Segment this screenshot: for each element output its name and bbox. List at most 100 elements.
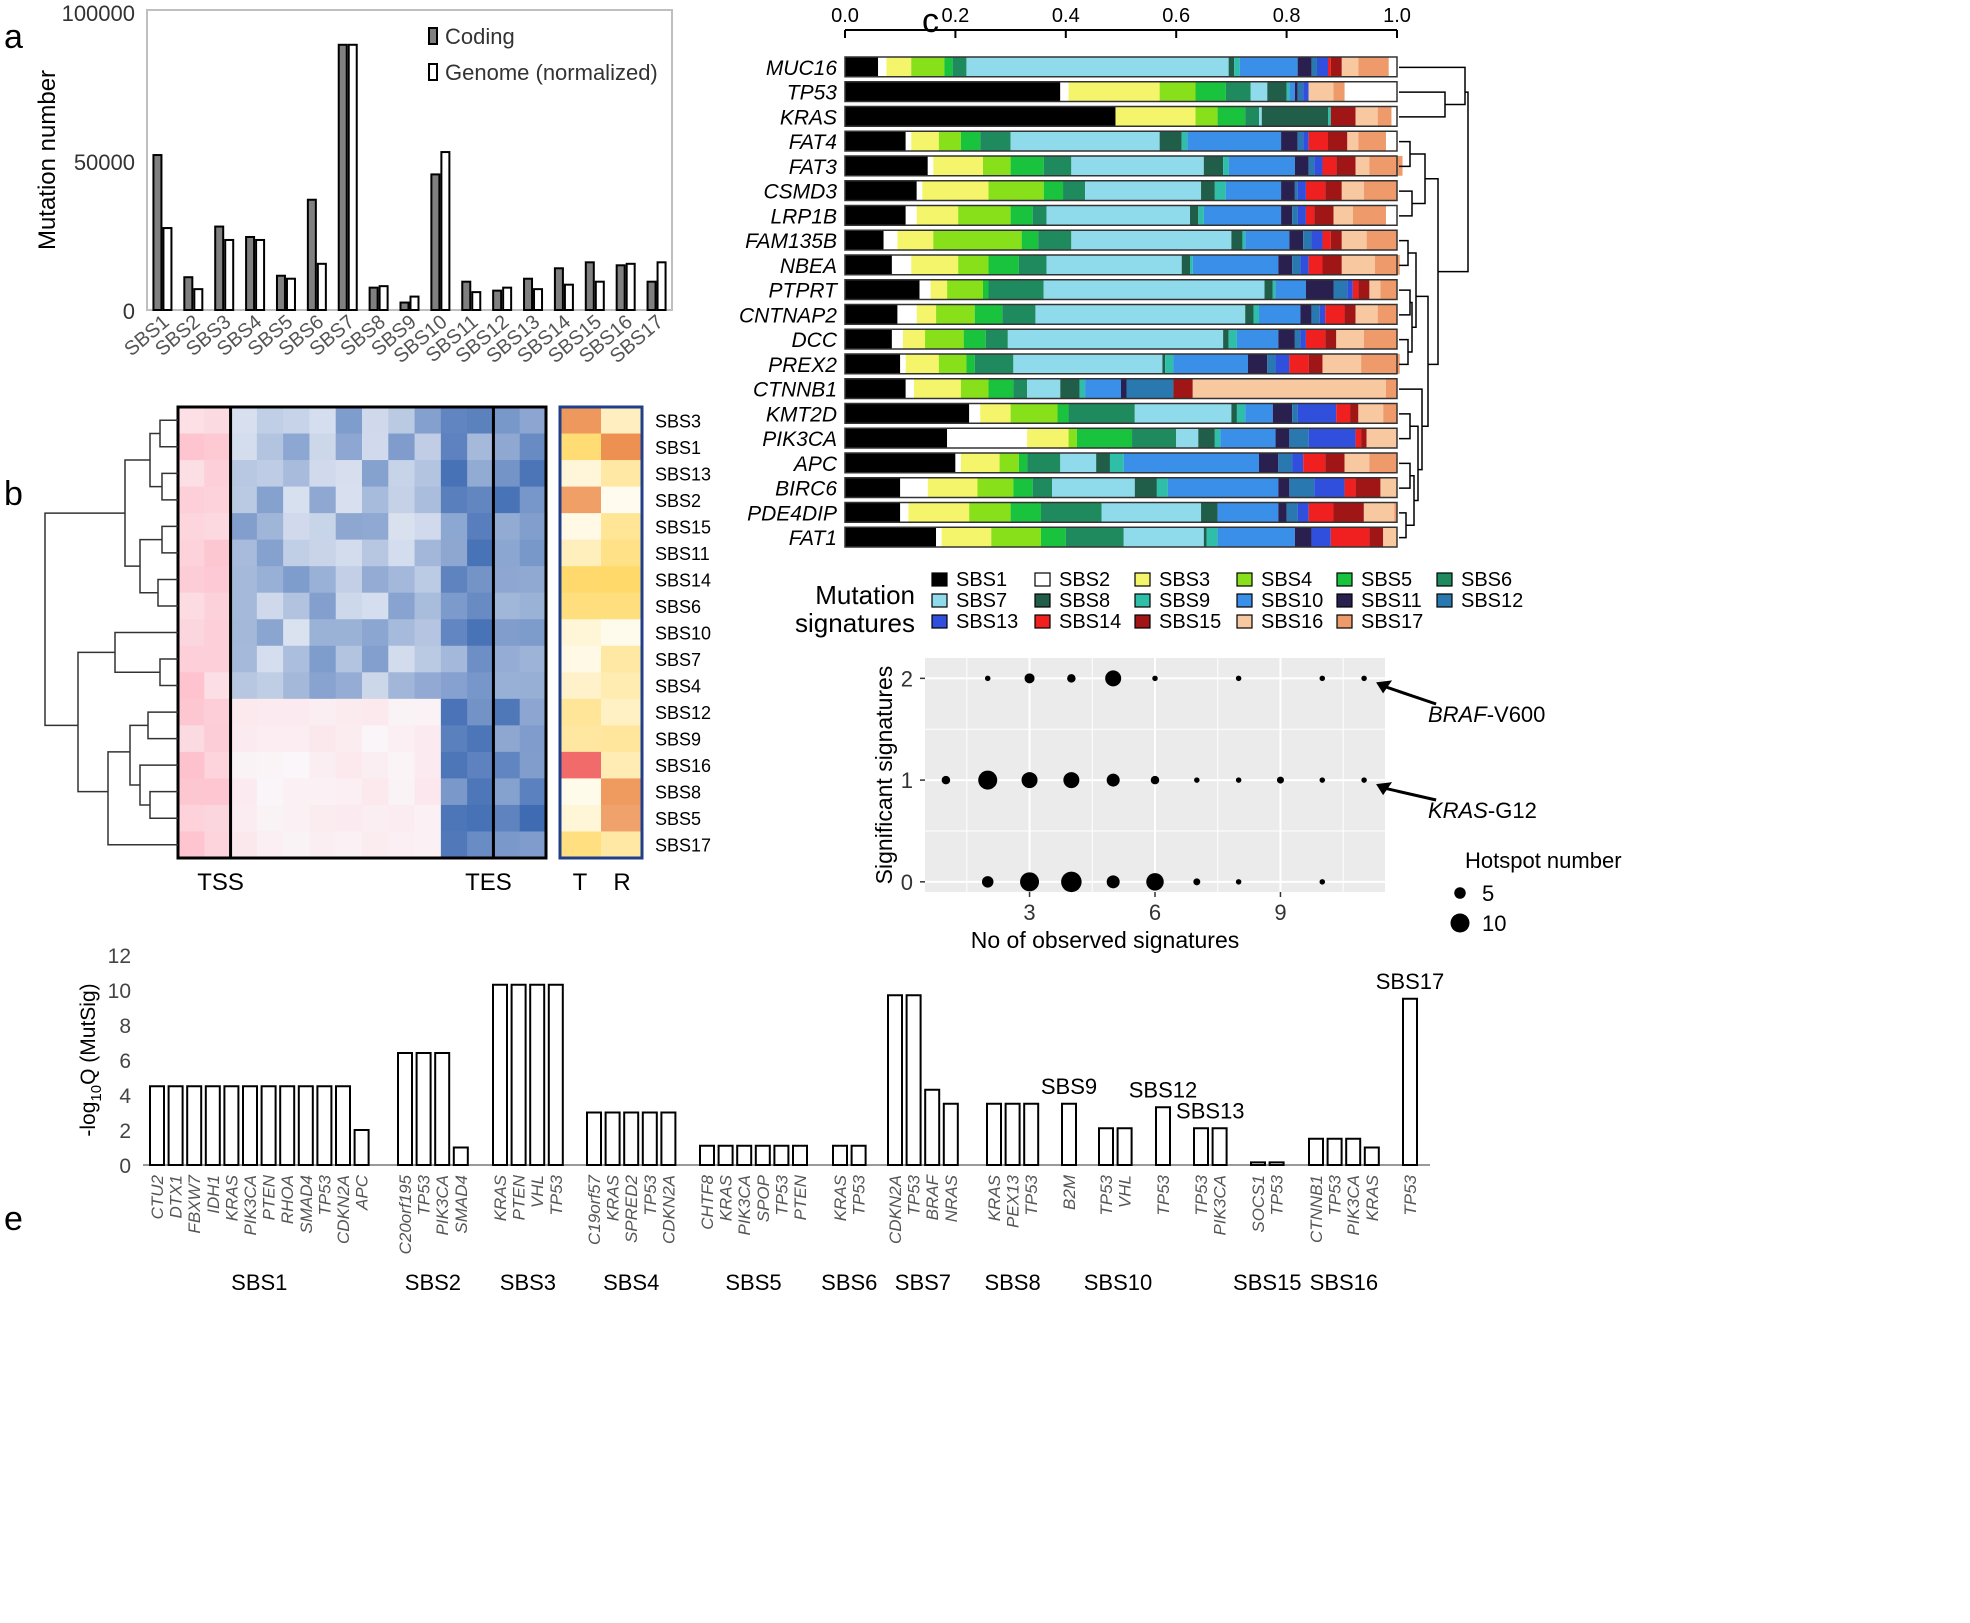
heatmap-cell (309, 539, 337, 567)
scatter-point (1106, 773, 1120, 787)
segment-fat1-sbs4 (991, 527, 1041, 547)
bar-sbs3-pten (510, 983, 527, 1166)
heatmap-cell (309, 778, 337, 806)
tr-cell (560, 619, 602, 647)
segment-nbea-sbs11 (1278, 255, 1293, 275)
segment-pde4dip-sbs14 (1308, 502, 1334, 523)
gene-tick-label: SPOP (754, 1174, 773, 1222)
legend-swatch (1236, 593, 1253, 608)
segment-ctnnb1-sbs3 (914, 378, 961, 399)
segment-ctnnb1-sbs5 (988, 378, 1014, 399)
bar-sbs2-c20orf195 (397, 1052, 413, 1166)
group-label: SBS3 (500, 1270, 556, 1295)
gene-label: FAT4 (789, 131, 837, 154)
heatmap-cell (362, 698, 389, 726)
gene-tick-label: APC (353, 1174, 372, 1211)
heatmap-cell (388, 698, 416, 726)
legend-swatch (1034, 593, 1051, 608)
gene-label: LRP1B (770, 205, 837, 228)
heatmap-cell (335, 698, 363, 726)
scatter-point (1106, 875, 1120, 889)
bar-outline (844, 378, 1398, 400)
segment-birc6-sbs9 (1156, 477, 1168, 498)
segment-fat1-sbs13 (1311, 527, 1331, 547)
segment-muc16-sbs11 (1297, 57, 1312, 77)
segment-prex2-sbs2 (900, 354, 906, 374)
gene-tick-label: SPRED2 (622, 1174, 641, 1243)
gene-label: KMT2D (766, 403, 837, 426)
segment-cntnap2-sbs14 (1325, 304, 1345, 325)
segment-fam135b-sbs15 (1330, 230, 1342, 250)
bar-sbs16-kras (1363, 1146, 1380, 1166)
segment-fat1-sbs9 (1206, 527, 1218, 547)
bar-sbs4-spred2 (623, 1111, 640, 1166)
legend-label: SBS14 (1059, 611, 1121, 633)
segment-birc6-sbs12 (1289, 477, 1315, 498)
scatter-point (1361, 675, 1367, 682)
bar-genome-sbs15 (594, 280, 605, 312)
segment-prex2-sbs4 (938, 354, 967, 374)
heatmap-cell (467, 725, 494, 753)
bar-sbs4-c19orf57 (586, 1111, 602, 1166)
bar-coding-sbs15 (584, 261, 595, 312)
gene-tick-label: IDH1 (204, 1175, 223, 1214)
segment-fat4-sbs7 (1010, 131, 1160, 151)
legend-label: SBS7 (956, 590, 1007, 612)
segment-nbea-sbs17 (1374, 255, 1400, 275)
gene-tick-label: BRAF (923, 1173, 942, 1220)
heatmap-cell (256, 460, 284, 488)
heatmap-cell (388, 725, 416, 753)
segment-pde4dip-sbs12 (1286, 502, 1298, 523)
bar-sbs1-dtx1 (167, 1085, 184, 1166)
segment-kmt2d-sbs13 (1297, 403, 1337, 424)
segment-ptprt-sbs10 (1275, 279, 1306, 300)
heatmap-cell (388, 566, 416, 594)
segment-fat3-sbs6 (1043, 156, 1072, 176)
segment-pik3ca-sbs11 (1275, 428, 1290, 448)
heatmap-cell (440, 513, 468, 541)
heatmap-cell (230, 539, 258, 567)
y-axis-label-rest: Q (MutSig) (77, 983, 100, 1085)
legend-swatch (1034, 614, 1051, 629)
bar-outline (844, 155, 1398, 177)
gene-tick-label: VHL (528, 1175, 547, 1208)
tr-cell (601, 566, 643, 594)
segment-csmd3-sbs13 (1297, 180, 1306, 201)
segment-nbea-sbs3 (911, 255, 959, 275)
gene-tick-label: CDKN2A (334, 1175, 353, 1244)
segment-kmt2d-sbs7 (1134, 403, 1232, 424)
heatmap-cell (519, 725, 547, 753)
segment-fat3-sbs17 (1369, 156, 1403, 176)
segment-muc16-sbs10 (1239, 57, 1298, 77)
heatmap-cell (440, 592, 468, 620)
heatmap-cell (230, 592, 258, 620)
bar-genome-sbs7 (347, 43, 358, 311)
row-label: SBS1 (655, 438, 701, 458)
segment-csmd3-sbs2 (916, 180, 923, 201)
segment-csmd3-sbs12 (1294, 180, 1298, 201)
heatmap-cell (414, 460, 442, 488)
bar-sbs4-tp53 (641, 1111, 658, 1166)
legend-label: Genome (normalized) (445, 60, 658, 85)
panel-label-e: e (4, 1200, 23, 1238)
row-label: SBS2 (655, 491, 701, 511)
segment-fam135b-sbs1 (845, 230, 884, 250)
legend-label: SBS10 (1261, 590, 1323, 612)
heatmap-cell (362, 433, 389, 461)
gene-label: CSMD3 (763, 181, 837, 204)
segment-fam135b-sbs17 (1366, 230, 1397, 250)
segment-kmt2d-sbs4 (1010, 403, 1058, 424)
segment-pde4dip-sbs4 (969, 502, 1011, 523)
bar-sbs13-tp53 (1193, 1127, 1209, 1166)
heatmap-cell (204, 645, 232, 673)
segment-muc16-sbs16 (1341, 57, 1359, 77)
group-label: SBS1 (231, 1270, 287, 1295)
segment-muc16-sbs6 (952, 57, 967, 77)
bar-coding-sbs14 (553, 267, 564, 311)
heatmap-cell (283, 539, 310, 567)
segment-pde4dip-sbs8 (1201, 502, 1218, 523)
segment-fat1-sbs16 (1383, 527, 1397, 547)
segment-tp53-sbs7 (1250, 81, 1268, 102)
heatmap-cell (493, 433, 521, 461)
group-label: SBS6 (821, 1270, 877, 1295)
